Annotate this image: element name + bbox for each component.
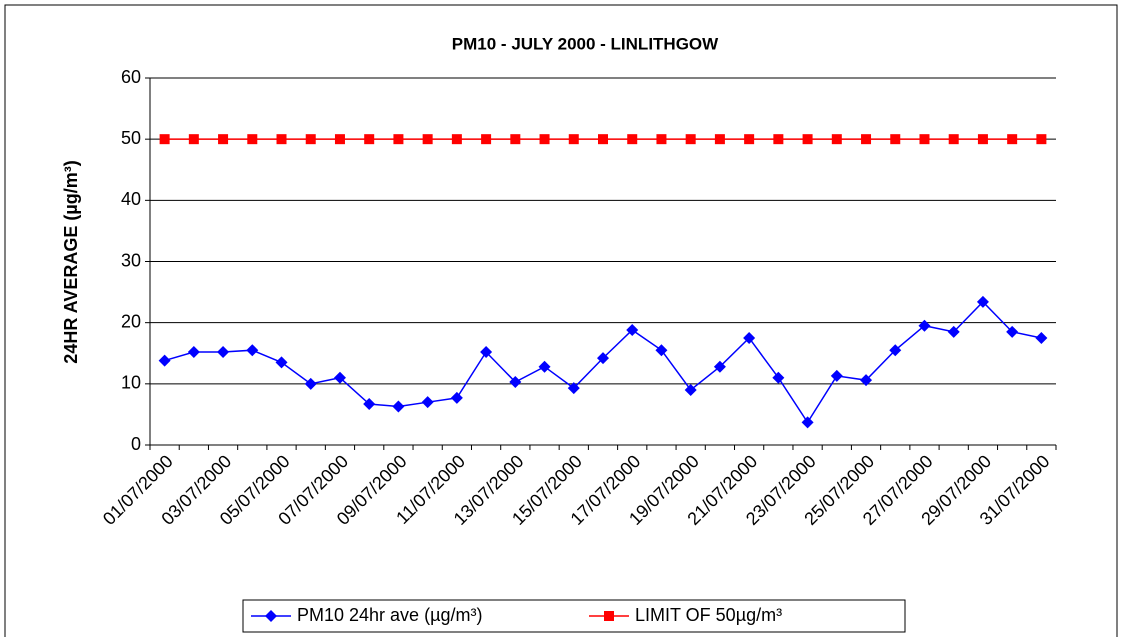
data-point	[685, 134, 696, 145]
y-tick-label: 30	[121, 250, 141, 270]
data-point	[276, 134, 287, 145]
data-point	[305, 134, 316, 145]
data-point	[918, 319, 931, 332]
data-point	[772, 371, 785, 384]
y-tick-label: 40	[121, 189, 141, 209]
data-point	[860, 374, 873, 387]
data-point	[713, 360, 726, 373]
data-point	[655, 344, 668, 357]
data-point	[743, 331, 756, 344]
data-point	[538, 360, 551, 373]
y-tick-label: 50	[121, 128, 141, 148]
data-point	[801, 416, 814, 429]
data-point	[597, 352, 609, 365]
legend-box	[242, 599, 906, 633]
data-point	[714, 134, 725, 145]
legend-marker	[604, 611, 614, 621]
data-point	[510, 134, 521, 145]
data-point	[919, 134, 930, 145]
y-axis-label: 24HR AVERAGE (µg/m³)	[61, 160, 81, 363]
data-point	[567, 382, 580, 395]
data-point	[333, 371, 346, 384]
y-tick-label: 60	[121, 67, 141, 87]
y-tick-label: 0	[131, 434, 141, 454]
y-tick-label: 10	[121, 373, 141, 393]
data-point	[861, 134, 872, 145]
data-point	[539, 134, 550, 145]
chart-title: PM10 - JULY 2000 - LINLITHGOW	[452, 34, 719, 53]
data-point	[948, 134, 959, 145]
data-point	[773, 134, 784, 145]
data-point	[159, 134, 170, 145]
data-point	[218, 134, 229, 145]
data-point	[568, 134, 579, 145]
data-point	[656, 134, 667, 145]
data-point	[626, 324, 639, 337]
data-point	[802, 134, 813, 145]
data-point	[627, 134, 638, 145]
data-point	[275, 356, 288, 369]
data-point	[334, 134, 345, 145]
data-point	[1035, 331, 1048, 344]
y-tick-label: 20	[121, 311, 141, 331]
data-point	[450, 391, 463, 404]
data-point	[304, 377, 317, 390]
data-point	[744, 134, 755, 145]
data-point	[830, 369, 843, 382]
data-point	[421, 396, 434, 409]
data-point	[187, 346, 200, 359]
data-point	[977, 134, 988, 145]
data-point	[480, 346, 493, 359]
data-point	[1007, 134, 1018, 145]
data-point	[364, 134, 375, 145]
data-point	[393, 134, 404, 145]
data-point	[509, 375, 522, 388]
legend-label: PM10 24hr ave (µg/m³)	[297, 605, 482, 625]
data-point	[188, 134, 199, 145]
data-point	[831, 134, 842, 145]
data-point	[392, 400, 405, 413]
data-point	[890, 134, 901, 145]
data-point	[684, 383, 697, 396]
data-point	[363, 398, 376, 411]
data-point	[976, 295, 989, 308]
data-point	[1006, 325, 1019, 338]
legend-label: LIMIT OF 50µg/m³	[635, 605, 782, 625]
data-point	[889, 344, 902, 357]
chart-frame	[4, 4, 1118, 637]
data-point	[422, 134, 433, 145]
data-point	[451, 134, 462, 145]
data-point	[246, 344, 259, 357]
legend-marker	[265, 610, 277, 622]
data-point	[158, 354, 171, 367]
data-point	[481, 134, 492, 145]
data-point	[1036, 134, 1047, 145]
data-point	[217, 346, 230, 359]
data-point	[598, 134, 608, 145]
data-point	[947, 325, 960, 338]
data-point	[247, 134, 258, 145]
